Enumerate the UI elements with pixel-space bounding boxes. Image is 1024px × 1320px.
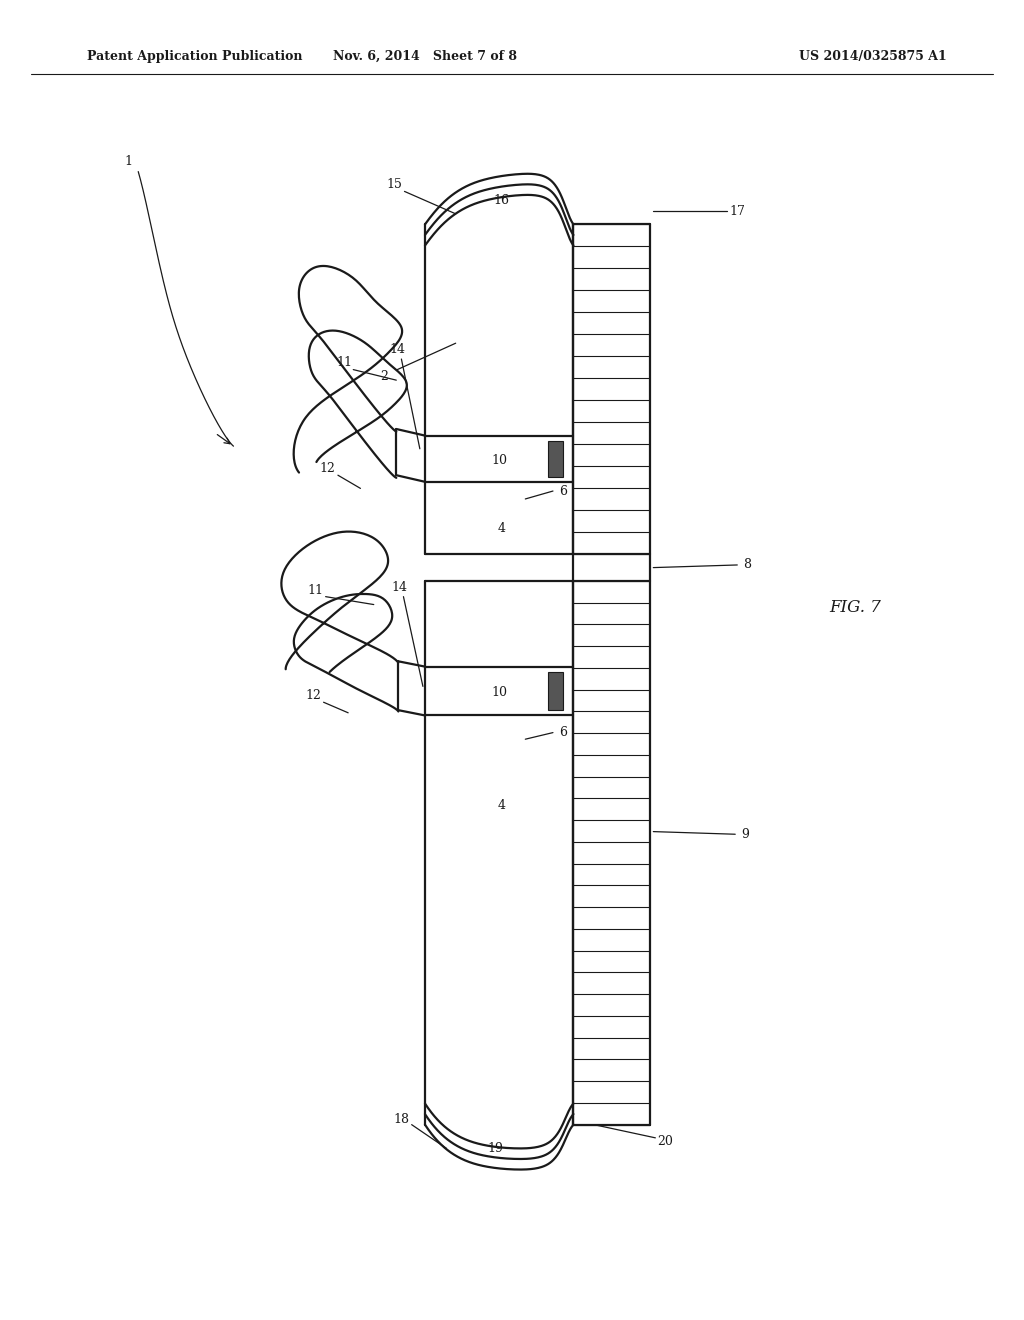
Text: Nov. 6, 2014   Sheet 7 of 8: Nov. 6, 2014 Sheet 7 of 8 xyxy=(333,50,517,63)
Text: 4: 4 xyxy=(498,799,506,812)
Text: 2: 2 xyxy=(380,370,388,383)
Text: Patent Application Publication: Patent Application Publication xyxy=(87,50,302,63)
Text: 10: 10 xyxy=(492,454,508,467)
Text: 15: 15 xyxy=(386,178,402,191)
Text: 16: 16 xyxy=(494,194,510,207)
Text: 10: 10 xyxy=(492,686,508,700)
Text: 6: 6 xyxy=(559,484,567,498)
Text: 4: 4 xyxy=(498,521,506,535)
Text: 14: 14 xyxy=(391,581,408,594)
Text: 14: 14 xyxy=(389,343,406,356)
Text: US 2014/0325875 A1: US 2014/0325875 A1 xyxy=(799,50,946,63)
Text: 19: 19 xyxy=(487,1142,504,1155)
Text: 12: 12 xyxy=(305,689,322,702)
Bar xyxy=(548,441,563,477)
Text: 20: 20 xyxy=(657,1135,674,1148)
Text: 9: 9 xyxy=(741,828,750,841)
Text: 18: 18 xyxy=(393,1113,410,1126)
Text: FIG. 7: FIG. 7 xyxy=(829,599,882,615)
Text: 11: 11 xyxy=(336,356,352,370)
Text: 8: 8 xyxy=(743,558,752,572)
Text: 11: 11 xyxy=(307,583,324,597)
Bar xyxy=(548,672,563,710)
Text: 12: 12 xyxy=(319,462,336,475)
Text: 17: 17 xyxy=(729,205,745,218)
Text: 1: 1 xyxy=(124,154,132,168)
Text: 6: 6 xyxy=(559,726,567,739)
